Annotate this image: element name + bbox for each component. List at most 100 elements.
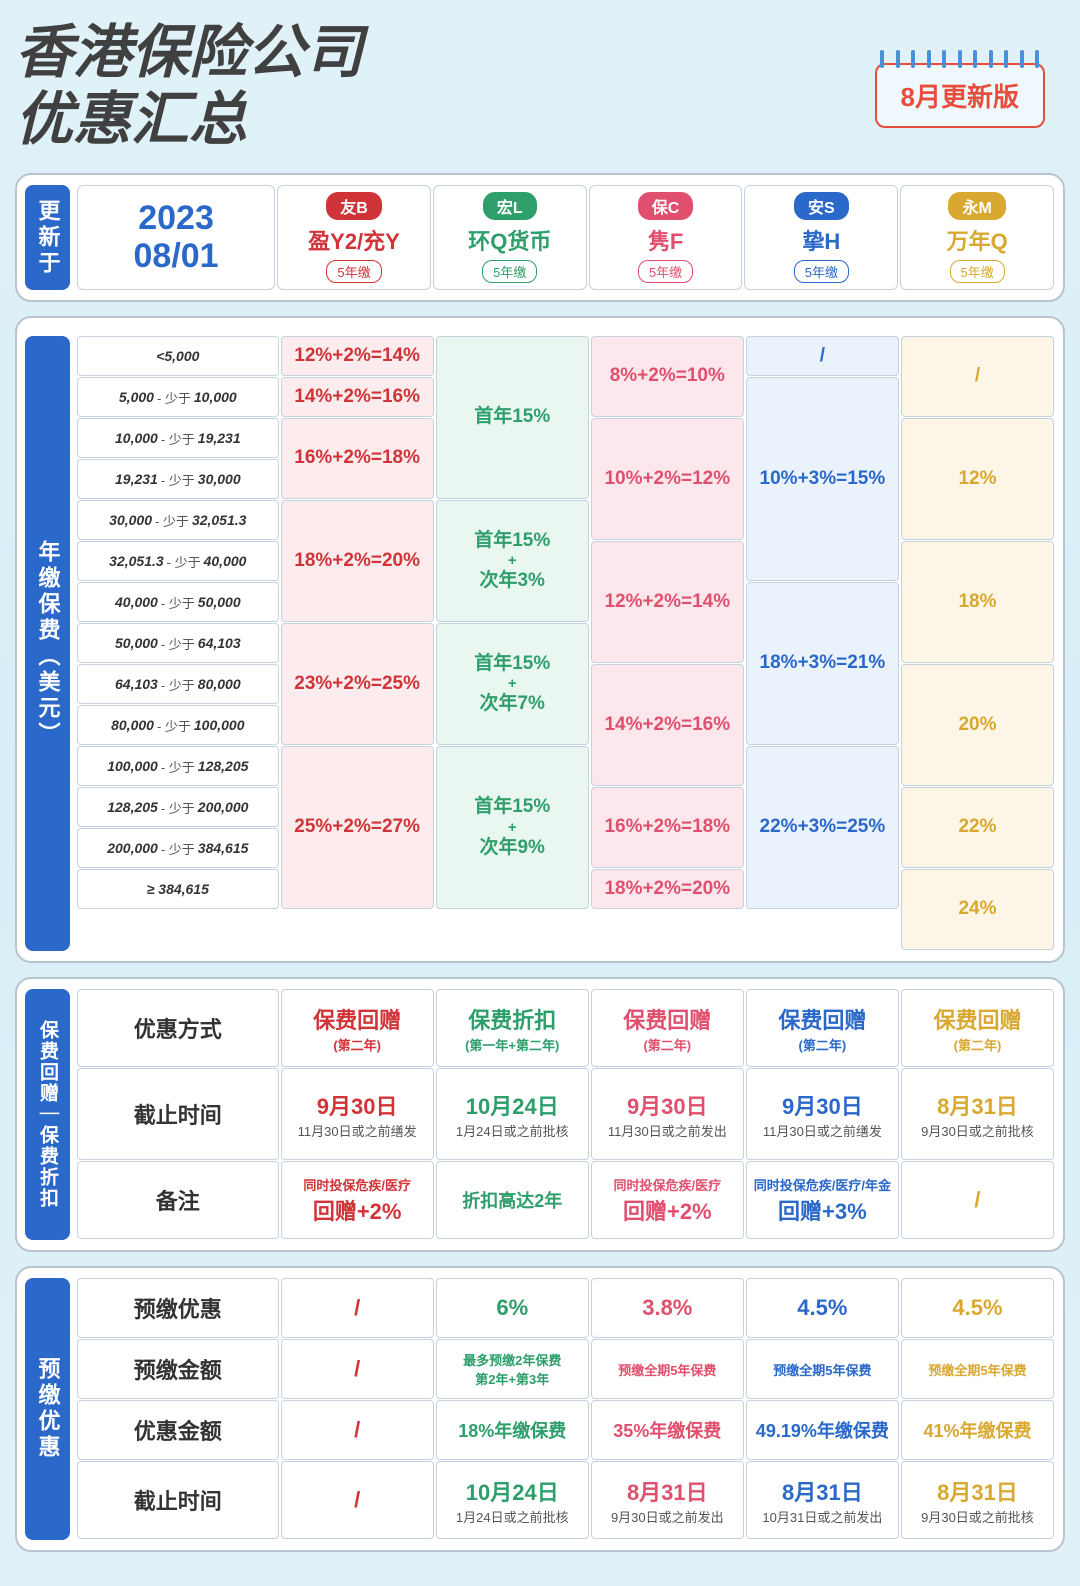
rate-cell: 10%+2%=12% bbox=[591, 418, 744, 540]
company-tag: 永M bbox=[948, 192, 1005, 220]
tier-row: 64,103- 少于80,000 bbox=[77, 664, 279, 704]
cell-method: 保费折扣(第一年+第二年) bbox=[436, 989, 589, 1067]
badge-text: 8月更新版 bbox=[875, 63, 1045, 128]
cell-amt: 预缴全期5年保费 bbox=[901, 1339, 1054, 1399]
cell-note: 同时投保危疾/医疗/年金回赠+3% bbox=[746, 1161, 899, 1239]
cell-deadline: 9月30日11月30日或之前缮发 bbox=[746, 1068, 899, 1160]
cell-disc: 4.5% bbox=[901, 1278, 1054, 1338]
premium-table: 年缴保费（美元） <5,000 5,000- 少于10,000 10,000- … bbox=[15, 316, 1065, 963]
rebate-pru: 保费回赠(第二年) 9月30日11月30日或之前发出 同时投保危疾/医疗回赠+2… bbox=[591, 989, 744, 1240]
rate-cell: 首年15%+次年3% bbox=[436, 500, 589, 622]
rate-cell: 18%+2%=20% bbox=[591, 869, 744, 909]
cell-deadline: 8月31日10月31日或之前发出 bbox=[746, 1461, 899, 1539]
company-manu: 宏L 环Q货币 5年缴 bbox=[433, 185, 587, 290]
col-manu: 首年15% 首年15%+次年3% 首年15%+次年7% 首年15%+次年9% bbox=[436, 336, 589, 951]
side-premium: 年缴保费（美元） bbox=[25, 336, 70, 951]
label-note: 备注 bbox=[77, 1161, 279, 1239]
rate-cell: 20% bbox=[901, 664, 1054, 786]
cell-bonus: / bbox=[281, 1400, 434, 1460]
cell-deadline: 8月31日9月30日或之前发出 bbox=[591, 1461, 744, 1539]
cell-bonus: 35%年缴保费 bbox=[591, 1400, 744, 1460]
date-md: 08/01 bbox=[134, 238, 219, 275]
prepay-manu: 6% 最多预缴2年保费第2年+第3年 18%年缴保费 10月24日1月24日或之… bbox=[436, 1278, 589, 1540]
company-sun: 永M 万年Q 5年缴 bbox=[900, 185, 1054, 290]
rebate-axa: 保费回赠(第二年) 9月30日11月30日或之前缮发 同时投保危疾/医疗/年金回… bbox=[746, 989, 899, 1240]
date-block: 2023 08/01 bbox=[77, 185, 275, 290]
update-badge: 8月更新版 bbox=[875, 50, 1045, 128]
company-friend: 友B 盈Y2/充Y 5年缴 bbox=[277, 185, 431, 290]
page-title: 香港保险公司 优惠汇总 bbox=[15, 20, 363, 153]
col-pru: 8%+2%=10% 10%+2%=12% 12%+2%=14% 14%+2%=1… bbox=[591, 336, 744, 951]
rate-cell: / bbox=[901, 336, 1054, 417]
tier-row: <5,000 bbox=[77, 336, 279, 376]
tier-row: 100,000- 少于128,205 bbox=[77, 746, 279, 786]
rate-cell: 8%+2%=10% bbox=[591, 336, 744, 417]
title-line-2: 优惠汇总 bbox=[15, 87, 363, 154]
side-prepay: 预缴优惠 bbox=[25, 1278, 70, 1540]
tier-labels: <5,000 5,000- 少于10,000 10,000- 少于19,231 … bbox=[77, 336, 279, 951]
cell-method: 保费回赠(第二年) bbox=[746, 989, 899, 1067]
company-name: 隽F bbox=[648, 224, 683, 256]
col-sun: / 12% 18% 20% 22% 24% bbox=[901, 336, 1054, 951]
cell-bonus: 18%年缴保费 bbox=[436, 1400, 589, 1460]
cell-method: 保费回赠(第二年) bbox=[591, 989, 744, 1067]
prepay-friend: / / / / bbox=[281, 1278, 434, 1540]
prepay-table: 预缴优惠 预缴优惠 预缴金额 优惠金额 截止时间 / / / / 6% 最多预缴… bbox=[15, 1266, 1065, 1552]
prepay-axa: 4.5% 预缴全期5年保费 49.19%年缴保费 8月31日10月31日或之前发… bbox=[746, 1278, 899, 1540]
cell-bonus: 41%年缴保费 bbox=[901, 1400, 1054, 1460]
rate-cell: 18%+2%=20% bbox=[281, 500, 434, 622]
cell-note: 折扣高达2年 bbox=[436, 1161, 589, 1239]
rate-cell: 首年15%+次年9% bbox=[436, 746, 589, 909]
label-deadline: 截止时间 bbox=[77, 1461, 279, 1539]
cell-deadline: 10月24日1月24日或之前批核 bbox=[436, 1068, 589, 1160]
side-update: 更新于 bbox=[25, 185, 70, 290]
cell-bonus: 49.19%年缴保费 bbox=[746, 1400, 899, 1460]
company-pru: 保C 隽F 5年缴 bbox=[589, 185, 743, 290]
rate-cell: 23%+2%=25% bbox=[281, 623, 434, 745]
cell-deadline: 9月30日11月30日或之前发出 bbox=[591, 1068, 744, 1160]
rate-cell: 12% bbox=[901, 418, 1054, 540]
rate-cell: 16%+2%=18% bbox=[591, 787, 744, 868]
rate-cell: 22%+3%=25% bbox=[746, 746, 899, 909]
tier-row: 10,000- 少于19,231 bbox=[77, 418, 279, 458]
rate-cell: 24% bbox=[901, 869, 1054, 950]
rebate-sun: 保费回赠(第二年) 8月31日9月30日或之前批核 / bbox=[901, 989, 1054, 1240]
side-rebate: 保费回赠｜保费折扣 bbox=[25, 989, 70, 1240]
label-amt: 预缴金额 bbox=[77, 1339, 279, 1399]
tier-row: 200,000- 少于384,615 bbox=[77, 828, 279, 868]
company-term: 5年缴 bbox=[482, 260, 537, 283]
cell-deadline: 9月30日11月30日或之前缮发 bbox=[281, 1068, 434, 1160]
rate-cell: 首年15%+次年7% bbox=[436, 623, 589, 745]
cell-amt: / bbox=[281, 1339, 434, 1399]
company-axa: 安S 挚H 5年缴 bbox=[744, 185, 898, 290]
cell-amt: 预缴全期5年保费 bbox=[746, 1339, 899, 1399]
label-deadline: 截止时间 bbox=[77, 1068, 279, 1160]
cell-method: 保费回赠(第二年) bbox=[901, 989, 1054, 1067]
company-tag: 友B bbox=[326, 192, 382, 220]
rate-cell: 12%+2%=14% bbox=[281, 336, 434, 376]
prepay-sun: 4.5% 预缴全期5年保费 41%年缴保费 8月31日9月30日或之前批核 bbox=[901, 1278, 1054, 1540]
company-tag: 宏L bbox=[483, 192, 537, 220]
cell-note: / bbox=[901, 1161, 1054, 1239]
prepay-labels: 预缴优惠 预缴金额 优惠金额 截止时间 bbox=[77, 1278, 279, 1540]
company-name: 盈Y2/充Y bbox=[308, 224, 400, 256]
cell-deadline: 8月31日9月30日或之前批核 bbox=[901, 1461, 1054, 1539]
rebate-labels: 优惠方式 截止时间 备注 bbox=[77, 989, 279, 1240]
company-name: 万年Q bbox=[947, 224, 1008, 256]
rate-cell: 25%+2%=27% bbox=[281, 746, 434, 909]
rebate-manu: 保费折扣(第一年+第二年) 10月24日1月24日或之前批核 折扣高达2年 bbox=[436, 989, 589, 1240]
rate-cell: 首年15% bbox=[436, 336, 589, 499]
cell-deadline: / bbox=[281, 1461, 434, 1539]
cell-disc: 6% bbox=[436, 1278, 589, 1338]
tier-row: 80,000- 少于100,000 bbox=[77, 705, 279, 745]
tier-row: 30,000- 少于32,051.3 bbox=[77, 500, 279, 540]
rate-cell: 18% bbox=[901, 541, 1054, 663]
tier-row: 19,231- 少于30,000 bbox=[77, 459, 279, 499]
cell-note: 同时投保危疾/医疗回赠+2% bbox=[591, 1161, 744, 1239]
cell-disc: / bbox=[281, 1278, 434, 1338]
rate-cell: 12%+2%=14% bbox=[591, 541, 744, 663]
prepay-pru: 3.8% 预缴全期5年保费 35%年缴保费 8月31日9月30日或之前发出 bbox=[591, 1278, 744, 1540]
cell-method: 保费回赠(第二年) bbox=[281, 989, 434, 1067]
cell-disc: 4.5% bbox=[746, 1278, 899, 1338]
tier-row: ≥ 384,615 bbox=[77, 869, 279, 909]
